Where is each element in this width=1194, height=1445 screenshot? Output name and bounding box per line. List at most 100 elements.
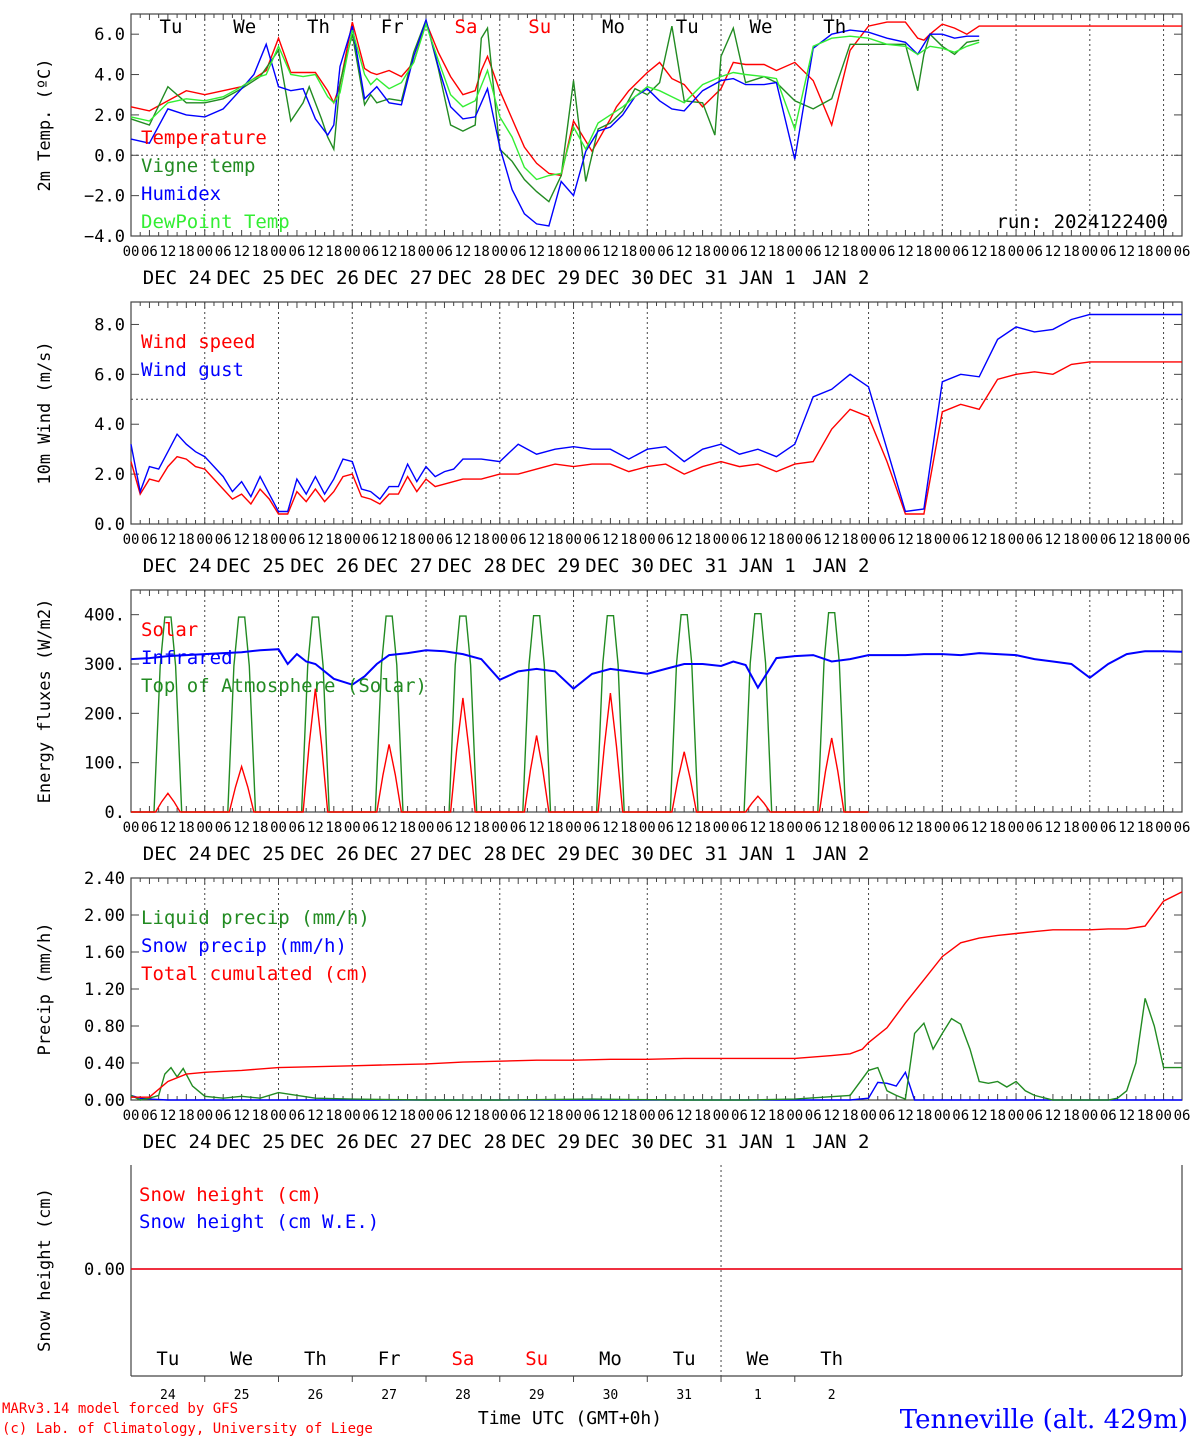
hour-label: 06 (1174, 532, 1191, 548)
y-tick-label: 6.0 (94, 365, 125, 385)
panel-energy: 0. 100. 200. 300. 400. Energy fluxes (W/m2) 00… (35, 589, 1190, 865)
day-label: DEC 29 (512, 555, 581, 577)
legend-entry: Top of Atmosphere (Solar) (141, 675, 427, 697)
y-tick-label: 1.60 (84, 943, 125, 963)
hour-label: 06 (584, 1108, 601, 1124)
hour-label: 18 (399, 1108, 416, 1124)
hour-label: 06 (805, 244, 822, 260)
weekday-label: Tu (673, 1348, 696, 1370)
hour-label: 00 (1008, 244, 1025, 260)
hour-label: 12 (528, 1108, 545, 1124)
hour-label: 12 (602, 244, 619, 260)
y-tick-label: 2.00 (84, 906, 125, 926)
y-tick-label: 300. (84, 655, 125, 675)
hour-label: 06 (141, 244, 158, 260)
hour-label: 12 (749, 532, 766, 548)
hour-label: 12 (971, 244, 988, 260)
day-label: JAN 1 (739, 843, 796, 865)
hour-label: 12 (823, 820, 840, 836)
y-tick-label: 8.0 (94, 315, 125, 335)
hour-label: 06 (362, 1108, 379, 1124)
hour-label: 06 (731, 1108, 748, 1124)
hour-label: 18 (620, 1108, 637, 1124)
y-tick-label: −2.0 (84, 187, 125, 207)
hour-label: 00 (196, 244, 213, 260)
day-label: DEC 27 (364, 267, 433, 289)
hour-label: 00 (1155, 532, 1172, 548)
series-line-total-cumulated-cm- (131, 891, 1183, 1098)
day-label: DEC 26 (290, 555, 359, 577)
y-tick-label: 200. (84, 704, 125, 724)
day-label: JAN 1 (739, 267, 796, 289)
hour-label: 18 (252, 532, 269, 548)
hour-label: 00 (344, 1108, 361, 1124)
day-label: JAN 2 (812, 267, 869, 289)
hour-label: 06 (731, 244, 748, 260)
hour-label: 00 (123, 244, 140, 260)
series-line-vigne-temp (130, 17, 980, 203)
run-label: run: 2024122400 (996, 211, 1168, 233)
legend-entry: Snow height (cm W.E.) (139, 1211, 379, 1233)
hour-label: 18 (178, 532, 195, 548)
y-axis-title: 10m Wind (m/s) (35, 341, 55, 484)
y-tick-label: 0.0 (94, 146, 125, 166)
y-tick-label: 0.0 (94, 515, 125, 535)
hour-label: 12 (676, 820, 693, 836)
hour-label: 18 (547, 1108, 564, 1124)
plot-frame (130, 589, 1183, 813)
hour-label: 18 (178, 1108, 195, 1124)
hour-label: 12 (381, 1108, 398, 1124)
day-label: JAN 1 (739, 1131, 796, 1153)
hour-label: 00 (713, 1108, 730, 1124)
hour-label: 12 (233, 1108, 250, 1124)
legend-entry: Total cumulated (cm) (141, 963, 370, 985)
hour-label: 00 (418, 532, 435, 548)
hour-label: 06 (289, 820, 306, 836)
hour-label: 00 (565, 532, 582, 548)
hour-label: 00 (1081, 820, 1098, 836)
hour-label: 00 (418, 820, 435, 836)
hour-label: 06 (1100, 532, 1117, 548)
series-line-liquid-precip-mm-h- (130, 998, 1182, 1101)
plot-frame (130, 13, 1183, 237)
credit-line-1: MARv3.14 model forced by GFS (2, 1401, 238, 1417)
hour-label: 00 (196, 820, 213, 836)
hour-label: 00 (491, 532, 508, 548)
day-label: DEC 24 (143, 555, 212, 577)
hour-label: 12 (159, 820, 176, 836)
hour-label: 06 (805, 820, 822, 836)
hour-label: 18 (399, 244, 416, 260)
hour-label: 18 (989, 244, 1006, 260)
hour-label: 06 (1100, 820, 1117, 836)
hour-label: 18 (473, 1108, 490, 1124)
day-label: DEC 29 (512, 1131, 581, 1153)
hour-label: 00 (860, 1108, 877, 1124)
y-axis-title: Snow height (cm) (35, 1188, 55, 1352)
hour-label: 12 (749, 244, 766, 260)
hour-label: 06 (215, 244, 232, 260)
hour-label: 00 (418, 244, 435, 260)
hour-label: 18 (178, 820, 195, 836)
series-line-snow-precip-mm-h- (130, 1070, 1182, 1101)
hour-label: 12 (528, 820, 545, 836)
hour-label: 18 (842, 532, 859, 548)
series-line-temperature (130, 20, 1182, 177)
weekday-label: Fr (378, 1348, 401, 1370)
weekday-label: We (230, 1348, 253, 1370)
hour-label: 06 (436, 532, 453, 548)
hour-label: 00 (270, 532, 287, 548)
series-line-top-of-atmosphere (131, 612, 869, 813)
hour-label: 00 (491, 244, 508, 260)
hour-label: 00 (565, 244, 582, 260)
hour-label: 00 (123, 532, 140, 548)
y-tick-label: 0.80 (84, 1017, 125, 1037)
hour-label: 18 (1063, 820, 1080, 836)
series-line-dewpoint-temp (130, 21, 980, 181)
hour-label: 00 (934, 1108, 951, 1124)
hour-label: 00 (344, 244, 361, 260)
y-tick-label: 0.00 (84, 1091, 125, 1111)
y-tick-label: 2.0 (94, 106, 125, 126)
hour-label: 12 (159, 1108, 176, 1124)
